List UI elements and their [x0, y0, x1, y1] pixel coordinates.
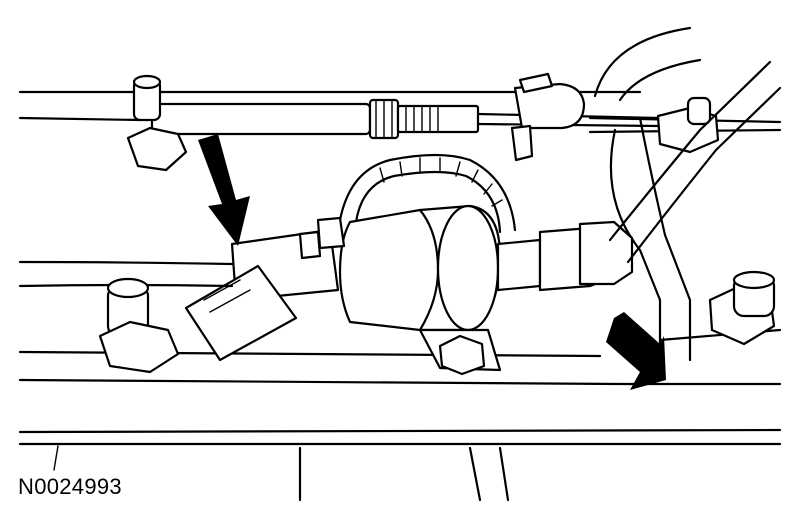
- cable-clip: [510, 72, 586, 162]
- fuel-line-right: [496, 60, 782, 292]
- fuel-hose-top: [338, 153, 517, 234]
- filter-bracket: [418, 328, 502, 376]
- upper-right-stud: [656, 96, 720, 154]
- brake-cable: [150, 98, 662, 140]
- lower-left-stud: [98, 277, 180, 374]
- electrical-connector: [184, 216, 346, 362]
- lower-frame-rail: [18, 350, 782, 502]
- figure-number-label: N0024993: [18, 474, 122, 499]
- upper-left-stud: [126, 74, 188, 172]
- fuel-filter: [338, 204, 502, 332]
- callout-arrow-up: [606, 312, 666, 390]
- lower-right-stud: [708, 270, 776, 346]
- callout-arrow-down: [198, 134, 250, 246]
